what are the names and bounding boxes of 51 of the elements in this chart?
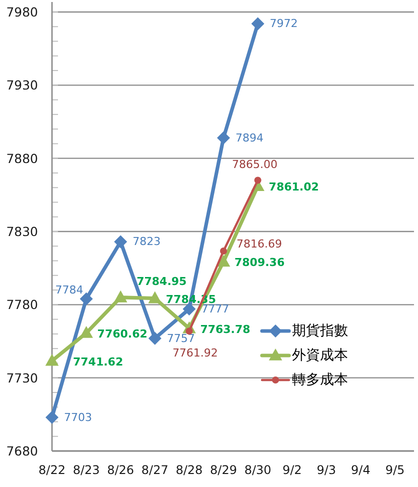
data-label: 7809.36 — [234, 256, 285, 270]
x-tick-label: 8/30 — [244, 463, 272, 477]
y-tick-label: 7730 — [6, 370, 38, 386]
x-tick-label: 8/26 — [107, 463, 134, 477]
y-tick-label: 7830 — [6, 224, 38, 239]
x-tick-label: 8/22 — [38, 463, 66, 477]
x-tick-label: 9/2 — [282, 463, 302, 477]
x-tick-label: 9/4 — [351, 463, 370, 477]
data-label: 7760.62 — [97, 328, 148, 341]
data-label: 7861.02 — [268, 180, 319, 194]
point — [148, 332, 162, 345]
data-label: 7741.62 — [73, 355, 124, 368]
data-label: 7972 — [270, 17, 298, 30]
point — [220, 247, 227, 254]
y-tick-label: 7780 — [6, 297, 38, 312]
point — [45, 354, 59, 366]
point — [217, 131, 230, 144]
point — [114, 290, 128, 302]
data-label: 7816.69 — [236, 237, 282, 250]
y-tick-label: 7680 — [6, 444, 38, 458]
x-tick-label: 9/5 — [385, 463, 405, 477]
data-label: 7703 — [64, 410, 92, 424]
point — [46, 410, 58, 424]
point — [251, 17, 264, 30]
x-tick-label: 8/28 — [176, 463, 203, 477]
x-tick-label: 8/23 — [72, 463, 100, 477]
data-label: 7784.95 — [136, 274, 187, 288]
point — [80, 326, 93, 338]
point — [216, 254, 230, 267]
legend-label: 外資成本 — [292, 348, 348, 364]
data-label: 7777 — [201, 302, 230, 316]
x-tick-label: 9/3 — [316, 463, 336, 477]
y-tick-label: 7930 — [6, 78, 38, 93]
y-tick-label: 7980 — [6, 4, 38, 20]
point — [254, 176, 262, 184]
legend-label: 期貨指數 — [292, 323, 348, 339]
point — [114, 235, 128, 248]
data-label: 7763.78 — [200, 322, 250, 336]
data-label: 7761.92 — [172, 346, 218, 360]
point — [148, 291, 162, 304]
data-label: 7757 — [166, 332, 195, 345]
data-label: 7823 — [132, 235, 161, 248]
x-tick-label: 8/29 — [210, 463, 237, 477]
data-label: 7865.00 — [232, 158, 278, 171]
point — [80, 292, 93, 306]
data-label: 7894 — [236, 131, 264, 144]
point — [182, 302, 196, 316]
x-tick-label: 8/27 — [141, 463, 168, 477]
data-label: 7784 — [55, 283, 84, 296]
legend-label: 轉多成本 — [292, 372, 348, 388]
y-tick-label: 7880 — [6, 150, 38, 166]
